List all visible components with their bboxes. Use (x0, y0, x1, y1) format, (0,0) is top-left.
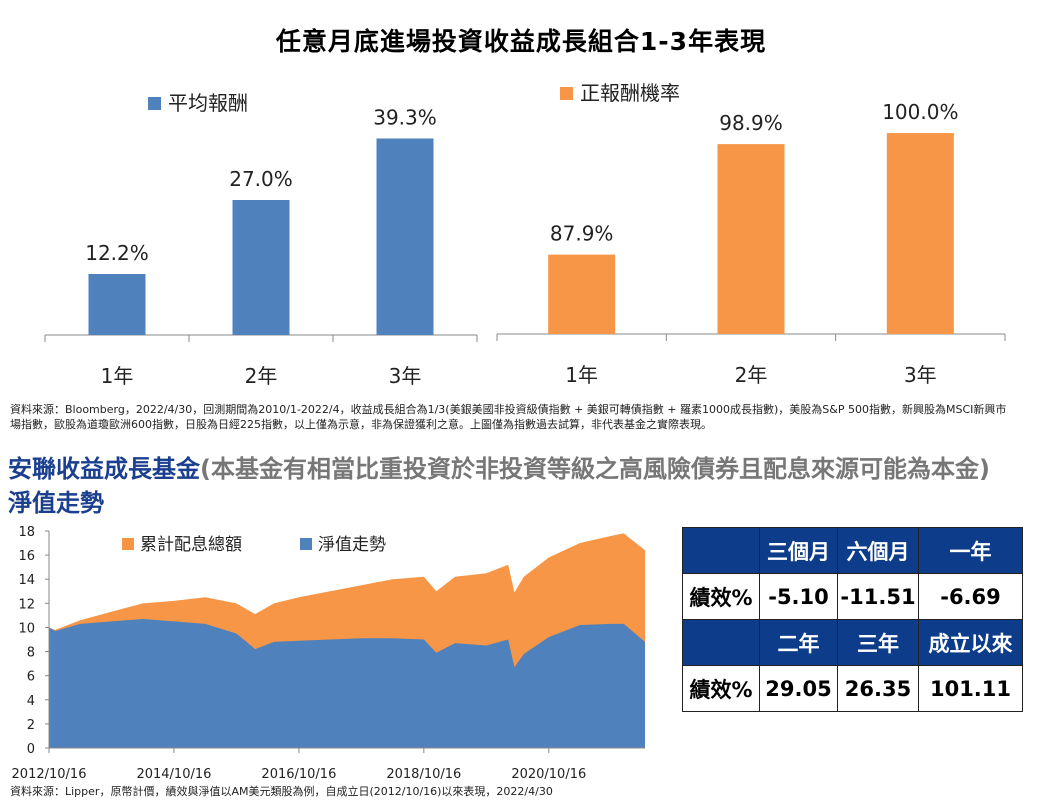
y-tick-label: 8 (27, 646, 35, 661)
legend-swatch-dividend (122, 538, 134, 550)
average-return-chart: 12.2% 1年 27.0% 2年 39.3% 3年 平均報酬 (44, 91, 478, 388)
legend-label-nav: 淨值走勢 (318, 535, 386, 555)
header-cell (682, 619, 760, 666)
value-cell: 29.05 (759, 665, 838, 712)
x-tick-label: 2018/10/16 (386, 767, 461, 782)
x-tick-label: 2016/10/16 (261, 767, 336, 782)
source-note: 資料來源：Bloomberg，2022/4/30，回測期間為2010/1-202… (10, 403, 1007, 431)
legend-label: 正報酬機率 (580, 81, 680, 105)
y-tick-label: 16 (18, 549, 35, 564)
category-label: 3年 (389, 364, 422, 388)
positive-return-probability-chart: 87.9% 1年 98.9% 2年 100.0% 3年 正報酬機率 (496, 81, 1006, 387)
category-label: 2年 (245, 364, 278, 388)
bar (548, 254, 616, 334)
x-tick-label: 2020/10/16 (511, 767, 586, 782)
value-cell: -5.10 (759, 573, 838, 620)
bar-charts: 12.2% 1年 27.0% 2年 39.3% 3年 平均報酬 87.9% 1年 98.9% 2年… (44, 81, 1006, 388)
header-cell: 一年 (918, 527, 1023, 574)
y-tick-label: 2 (27, 718, 35, 733)
row-label: 績效% (682, 665, 760, 712)
table-header-row: 三個月 六個月 一年 (682, 527, 1023, 574)
bar-value-label: 100.0% (882, 100, 958, 124)
legend-label: 平均報酬 (168, 91, 248, 115)
category-label: 1年 (565, 363, 598, 387)
bar-value-label: 12.2% (85, 241, 149, 265)
legend-swatch-nav (300, 538, 312, 550)
bar (232, 200, 290, 335)
category-label: 3年 (904, 363, 937, 387)
legend-swatch (560, 87, 573, 100)
category-label: 1年 (101, 364, 134, 388)
y-tick-label: 12 (18, 597, 35, 612)
header-cell (682, 527, 760, 574)
value-cell: -11.51 (837, 573, 919, 620)
bar (376, 138, 434, 335)
header-cell: 二年 (759, 619, 838, 666)
bar-value-label: 39.3% (373, 106, 437, 130)
table-row: 績效% -5.10 -11.51 -6.69 (682, 573, 1023, 620)
header-cell: 六個月 (837, 527, 919, 574)
legend-label-dividend: 累計配息總額 (140, 535, 242, 555)
fund-title-suffix: 淨值走勢 (8, 489, 104, 517)
table-header-row: 二年 三年 成立以來 (682, 619, 1023, 666)
y-tick-label: 18 (18, 525, 35, 540)
header-cell: 成立以來 (918, 619, 1023, 666)
bar (717, 144, 785, 334)
bar-value-label: 27.0% (229, 167, 293, 191)
y-tick-label: 14 (18, 573, 35, 588)
nav-area-chart: 0 2 4 6 8 10 12 14 16 18 2012/10/16 2014/10/16 2016/… (12, 525, 645, 782)
table-row: 績效% 29.05 26.35 101.11 (682, 665, 1023, 712)
bar-value-label: 98.9% (719, 111, 783, 135)
bar (88, 274, 146, 335)
y-tick-label: 0 (27, 742, 35, 757)
legend-swatch (148, 97, 161, 110)
y-tick-label: 10 (18, 621, 35, 636)
y-tick-label: 6 (27, 670, 35, 685)
header-cell: 三年 (837, 619, 919, 666)
y-tick-label: 4 (27, 694, 35, 709)
fund-name: 安聯收益成長基金 (8, 455, 200, 483)
nav-area (49, 619, 645, 748)
value-cell: 101.11 (918, 665, 1023, 712)
x-tick-label: 2012/10/16 (12, 767, 87, 782)
page-title: 任意月底進場投資收益成長組合1-3年表現 (275, 27, 767, 56)
lipper-source-note: 資料來源：Lipper，原幣計價，績效與淨值以AM美元類股為例，自成立日(201… (10, 785, 553, 798)
fund-disclaimer: (本基金有相當比重投資於非投資等級之高風險債券且配息來源可能為本金) (200, 455, 990, 483)
row-label: 績效% (682, 573, 760, 620)
bar-value-label: 87.9% (550, 222, 614, 246)
value-cell: -6.69 (918, 573, 1023, 620)
value-cell: 26.35 (837, 665, 919, 712)
bar (886, 133, 954, 334)
fund-title: 安聯收益成長基金(本基金有相當比重投資於非投資等級之高風險債券且配息來源可能為本… (8, 452, 1008, 520)
performance-table: 三個月 六個月 一年 績效% -5.10 -11.51 -6.69 二年 三年 … (682, 527, 1023, 712)
category-label: 2年 (735, 363, 768, 387)
x-tick-label: 2014/10/16 (136, 767, 211, 782)
header-cell: 三個月 (759, 527, 838, 574)
